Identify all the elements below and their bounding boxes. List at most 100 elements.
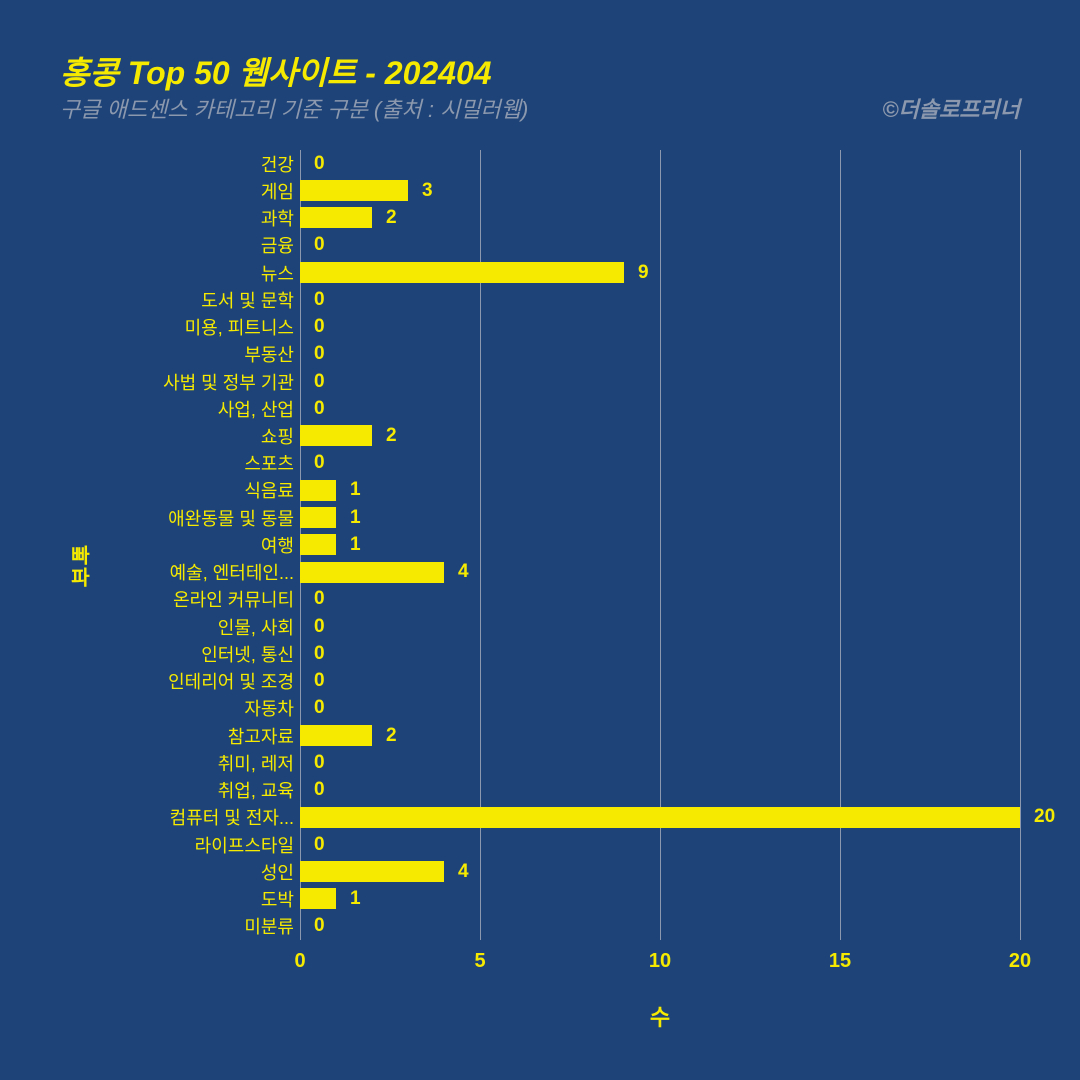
chart-subtitle: 구글 애드센스 카테고리 기준 구분 (출처 : 시밀러웹) bbox=[60, 92, 528, 124]
bar-value-label: 2 bbox=[386, 725, 397, 747]
category-label: 식음료 bbox=[244, 477, 294, 503]
bar-value-label: 0 bbox=[314, 915, 325, 937]
category-label: 쇼핑 bbox=[261, 423, 294, 449]
category-label: 성인 bbox=[261, 859, 294, 885]
bar-row: 자동차0 bbox=[300, 695, 1020, 722]
bar-row: 애완동물 및 동물1 bbox=[300, 504, 1020, 531]
bar bbox=[300, 562, 444, 583]
category-label: 미분류 bbox=[244, 913, 294, 939]
bar-value-label: 2 bbox=[386, 207, 397, 229]
bar-row: 컴퓨터 및 전자...20 bbox=[300, 804, 1020, 831]
bar-row: 라이프스타일0 bbox=[300, 831, 1020, 858]
bar-row: 건강0 bbox=[300, 150, 1020, 177]
bar-row: 뉴스9 bbox=[300, 259, 1020, 286]
bar-row: 미분류0 bbox=[300, 913, 1020, 940]
bar-row: 도서 및 문학0 bbox=[300, 286, 1020, 313]
bar-row: 도박1 bbox=[300, 885, 1020, 912]
bar-value-label: 0 bbox=[314, 834, 325, 856]
bar-row: 여행1 bbox=[300, 531, 1020, 558]
y-axis-label: 빠파 bbox=[64, 545, 93, 589]
category-label: 사법 및 정부 기관 bbox=[163, 369, 294, 395]
bar-row: 인물, 사회0 bbox=[300, 613, 1020, 640]
bar-row: 취업, 교육0 bbox=[300, 777, 1020, 804]
bar-value-label: 0 bbox=[314, 398, 325, 420]
category-label: 인물, 사회 bbox=[218, 614, 294, 640]
bar-value-label: 0 bbox=[314, 343, 325, 365]
bar bbox=[300, 480, 336, 501]
bar-value-label: 4 bbox=[458, 561, 469, 583]
category-label: 라이프스타일 bbox=[195, 832, 294, 858]
bar-value-label: 0 bbox=[314, 234, 325, 256]
bar-row: 참고자료2 bbox=[300, 722, 1020, 749]
bar-row: 게임3 bbox=[300, 177, 1020, 204]
category-label: 참고자료 bbox=[228, 723, 294, 749]
bar-value-label: 0 bbox=[314, 643, 325, 665]
bar-value-label: 3 bbox=[422, 180, 433, 202]
bar-row: 취미, 레저0 bbox=[300, 749, 1020, 776]
bar bbox=[300, 207, 372, 228]
category-label: 예술, 엔터테인... bbox=[170, 559, 294, 585]
category-label: 취업, 교육 bbox=[218, 777, 294, 803]
category-label: 부동산 bbox=[244, 341, 294, 367]
category-label: 컴퓨터 및 전자... bbox=[170, 804, 294, 830]
bar bbox=[300, 888, 336, 909]
bar-value-label: 0 bbox=[314, 779, 325, 801]
gridline bbox=[1020, 150, 1021, 940]
bar bbox=[300, 725, 372, 746]
category-label: 과학 bbox=[261, 205, 294, 231]
bar-value-label: 0 bbox=[314, 670, 325, 692]
bar-value-label: 1 bbox=[350, 534, 361, 556]
x-tick-label: 15 bbox=[829, 950, 851, 973]
bar-row: 미용, 피트니스0 bbox=[300, 313, 1020, 340]
bar-value-label: 0 bbox=[314, 588, 325, 610]
bar-row: 스포츠0 bbox=[300, 450, 1020, 477]
bar-value-label: 0 bbox=[314, 371, 325, 393]
category-label: 건강 bbox=[261, 151, 294, 177]
bar bbox=[300, 262, 624, 283]
bar-value-label: 1 bbox=[350, 479, 361, 501]
x-tick-label: 10 bbox=[649, 950, 671, 973]
bar-value-label: 1 bbox=[350, 507, 361, 529]
bar-row: 인터넷, 통신0 bbox=[300, 640, 1020, 667]
category-label: 도박 bbox=[261, 886, 294, 912]
bar-row: 온라인 커뮤니티0 bbox=[300, 586, 1020, 613]
category-label: 뉴스 bbox=[261, 260, 294, 286]
bar-value-label: 0 bbox=[314, 697, 325, 719]
chart-credit: ©더솔로프리너 bbox=[882, 92, 1020, 124]
category-label: 스포츠 bbox=[244, 450, 294, 476]
bar-row: 성인4 bbox=[300, 858, 1020, 885]
chart-title: 홍콩 Top 50 웹사이트 - 202404 bbox=[60, 48, 492, 94]
bar-row: 쇼핑2 bbox=[300, 422, 1020, 449]
category-label: 사업, 산업 bbox=[218, 396, 294, 422]
bar bbox=[300, 807, 1020, 828]
bar-row: 사법 및 정부 기관0 bbox=[300, 368, 1020, 395]
category-label: 인테리어 및 조경 bbox=[168, 668, 294, 694]
category-label: 자동차 bbox=[244, 695, 294, 721]
category-label: 미용, 피트니스 bbox=[185, 314, 294, 340]
bar-row: 인테리어 및 조경0 bbox=[300, 668, 1020, 695]
bar-row: 부동산0 bbox=[300, 341, 1020, 368]
bar-value-label: 0 bbox=[314, 289, 325, 311]
bar bbox=[300, 861, 444, 882]
x-axis-label: 수 bbox=[650, 1000, 670, 1032]
category-label: 여행 bbox=[261, 532, 294, 558]
bar-value-label: 0 bbox=[314, 153, 325, 175]
bar bbox=[300, 425, 372, 446]
x-tick-label: 20 bbox=[1009, 950, 1031, 973]
category-label: 게임 bbox=[261, 178, 294, 204]
bar bbox=[300, 507, 336, 528]
category-label: 온라인 커뮤니티 bbox=[173, 586, 294, 612]
bar bbox=[300, 534, 336, 555]
bar-value-label: 2 bbox=[386, 425, 397, 447]
category-label: 취미, 레저 bbox=[218, 750, 294, 776]
category-label: 인터넷, 통신 bbox=[201, 641, 294, 667]
bar-row: 예술, 엔터테인...4 bbox=[300, 559, 1020, 586]
bar-value-label: 0 bbox=[314, 452, 325, 474]
category-label: 금융 bbox=[261, 232, 294, 258]
bar-row: 식음료1 bbox=[300, 477, 1020, 504]
bar-value-label: 20 bbox=[1034, 806, 1055, 828]
bar-row: 과학2 bbox=[300, 204, 1020, 231]
category-label: 도서 및 문학 bbox=[201, 287, 294, 313]
bar-value-label: 4 bbox=[458, 861, 469, 883]
bar-value-label: 9 bbox=[638, 262, 649, 284]
